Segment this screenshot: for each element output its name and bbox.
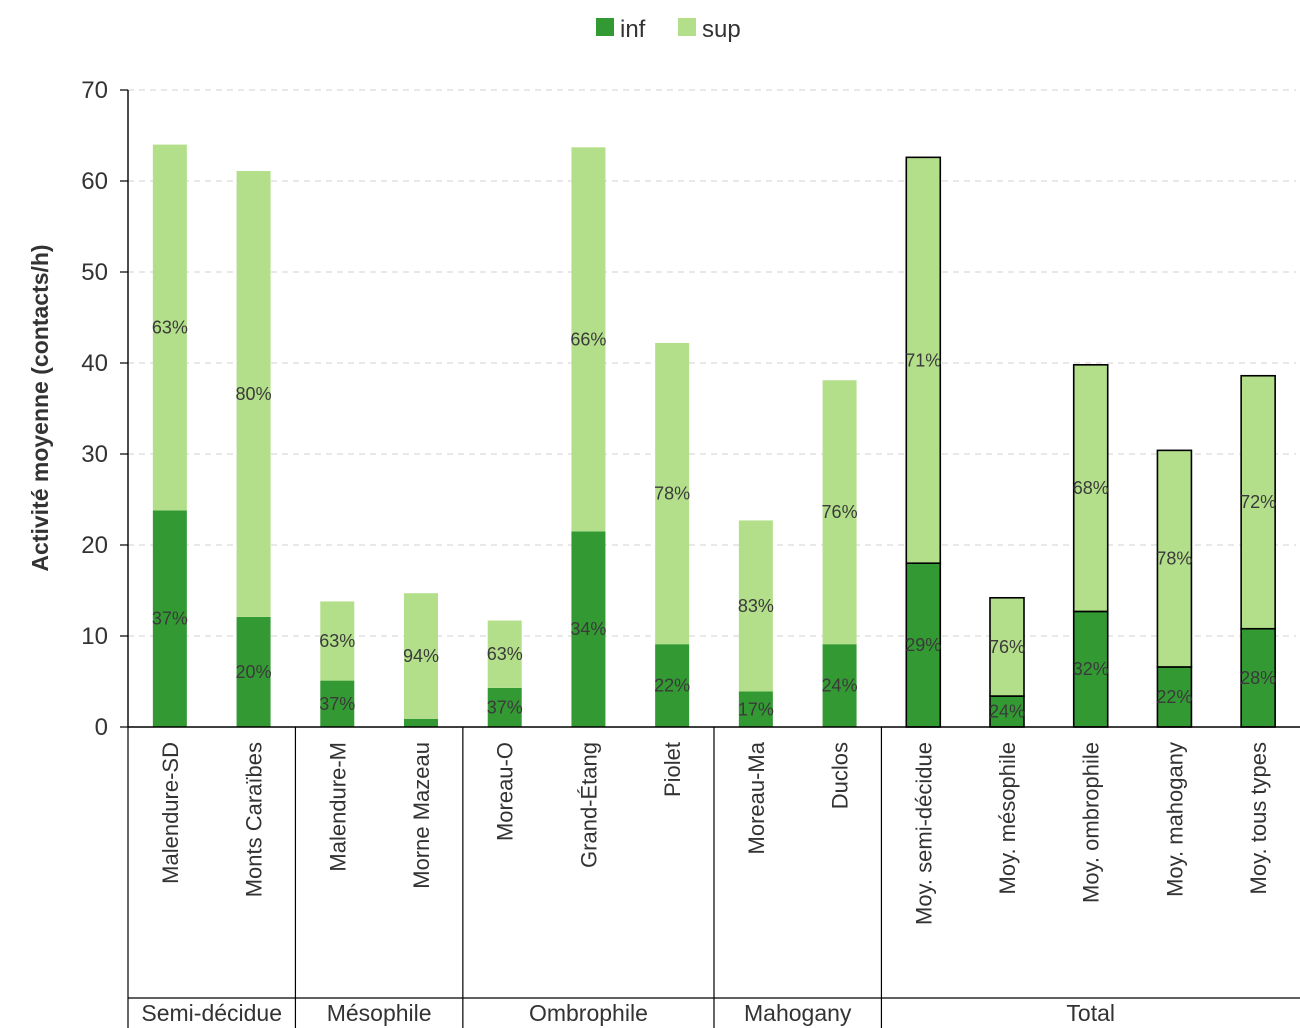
bar-sup-duclos [822, 380, 857, 645]
y-tick-label-30: 30 [81, 441, 108, 468]
group-label-ombrophile: Ombrophile [529, 1000, 648, 1026]
bar-inf-morne-mazeau [404, 718, 438, 727]
y-axis-label: Activité moyenne (contacts/h) [27, 244, 53, 571]
data-label-sup-moreau-o: 63% [487, 644, 523, 664]
bar-inf-malendure-sd [152, 510, 187, 727]
group-label-mesophile: Mésophile [327, 1000, 432, 1026]
data-label-sup-piolet: 78% [654, 484, 690, 504]
data-label-sup-malendure-m: 63% [319, 631, 355, 651]
x-tick-label-moy-ombrophile: Moy. ombrophile [1079, 742, 1104, 903]
bar-inf-malendure-m [320, 680, 355, 727]
legend: inf sup [596, 16, 741, 43]
x-tick-label-monts-caraibes: Monts Caraïbes [242, 742, 267, 897]
legend-label-sup: sup [702, 16, 741, 43]
data-label-inf-moreau-ma: 17% [738, 699, 774, 719]
legend-label-inf: inf [620, 16, 646, 43]
x-tick-label-piolet: Piolet [660, 742, 685, 797]
bar-sup-moy-ombrophile [1072, 364, 1109, 613]
data-label-sup-moy-mesophile: 76% [989, 637, 1025, 657]
y-tick-label-60: 60 [81, 168, 108, 195]
bar-inf-moreau-o [487, 687, 522, 727]
bar-sup-moy-semi-decidue [905, 156, 942, 564]
data-label-inf-malendure-sd: 37% [152, 609, 188, 629]
bar-sup-malendure-m [320, 601, 355, 681]
bar-sup-monts-caraibes [236, 170, 271, 617]
axis-layer: 0 10 20 30 40 50 60 70 Malendure-SD Monts Caraïbe… [81, 77, 1300, 1028]
bar-inf-duclos [822, 644, 857, 727]
bar-inf-grand-etang [571, 531, 606, 727]
x-tick-label-malendure-m: Malendure-M [325, 742, 350, 872]
x-tick-label-malendure-sd: Malendure-SD [158, 742, 183, 884]
x-tick-label-moy-mahogany: Moy. mahogany [1162, 742, 1187, 897]
legend-swatch-inf [596, 18, 614, 36]
bar-sup-moreau-ma [738, 520, 773, 692]
data-label-sup-malendure-sd: 63% [152, 318, 188, 338]
bar-sup-moy-tous-types [1240, 374, 1276, 630]
bar-sup-malendure-sd [152, 144, 187, 511]
x-tick-label-moy-tous-types: Moy. tous types [1246, 742, 1271, 894]
group-label-mahogany: Mahogany [744, 1000, 852, 1026]
x-tick-label-moy-semi-decidue: Moy. semi-décidue [911, 742, 936, 925]
data-label-sup-moy-ombrophile: 68% [1073, 478, 1109, 498]
bar-sup-moy-mesophile [989, 596, 1025, 697]
bar-inf-monts-caraibes [236, 616, 271, 727]
y-tick-label-20: 20 [81, 532, 108, 559]
data-label-inf-grand-etang: 34% [570, 619, 606, 639]
data-label-inf-monts-caraibes: 20% [236, 662, 272, 682]
legend-swatch-sup [678, 18, 696, 36]
y-tick-label-10: 10 [81, 623, 108, 650]
x-tick-label-duclos: Duclos [828, 742, 853, 809]
bars-layer [152, 144, 1276, 728]
bar-sup-piolet [655, 342, 690, 645]
data-label-sup-monts-caraibes: 80% [236, 384, 272, 404]
data-label-inf-duclos: 24% [822, 676, 858, 696]
bar-sup-morne-mazeau [404, 593, 438, 719]
data-label-inf-moy-ombrophile: 32% [1073, 659, 1109, 679]
x-tick-label-morne-mazeau: Morne Mazeau [409, 742, 434, 889]
y-tick-label-40: 40 [81, 350, 108, 377]
x-tick-label-moy-mesophile: Moy. mésophile [995, 742, 1020, 894]
data-label-sup-duclos: 76% [822, 502, 858, 522]
data-label-inf-malendure-m: 37% [319, 694, 355, 714]
group-label-semi-decidue: Semi-décidue [141, 1000, 282, 1026]
x-tick-label-grand-etang: Grand-Étang [576, 742, 601, 868]
y-tick-label-50: 50 [81, 259, 108, 286]
data-label-sup-moy-semi-decidue: 71% [905, 350, 941, 370]
bar-sup-grand-etang [571, 147, 606, 532]
y-tick-label-70: 70 [81, 77, 108, 104]
y-tick-label-0: 0 [95, 714, 108, 741]
data-label-inf-moy-mahogany: 22% [1156, 687, 1192, 707]
data-label-inf-moy-mesophile: 24% [989, 702, 1025, 722]
grid-layer [128, 89, 1296, 637]
data-label-inf-moreau-o: 37% [487, 697, 523, 717]
x-tick-label-moreau-ma: Moreau-Ma [744, 741, 769, 854]
data-label-inf-moy-semi-decidue: 29% [905, 635, 941, 655]
data-label-inf-piolet: 22% [654, 676, 690, 696]
data-label-sup-moreau-ma: 83% [738, 596, 774, 616]
group-label-total: Total [1066, 1000, 1115, 1026]
data-label-sup-moy-tous-types: 72% [1240, 492, 1276, 512]
data-labels-layer: 37% 63% 20% 80% 37% 63% 94% 37% 63% 34% 66% 22% 78% 1… [152, 318, 1276, 722]
data-label-sup-moy-mahogany: 78% [1156, 549, 1192, 569]
bar-inf-moreau-ma [738, 691, 773, 727]
bar-inf-piolet [655, 644, 690, 727]
data-label-sup-grand-etang: 66% [570, 329, 606, 349]
data-label-inf-moy-tous-types: 28% [1240, 668, 1276, 688]
data-label-sup-morne-mazeau: 94% [403, 646, 439, 666]
x-tick-label-moreau-o: Moreau-O [493, 742, 518, 841]
bar-sup-moreau-o [487, 620, 522, 688]
bar-sup-moy-mahogany [1156, 449, 1193, 668]
bar-inf-moy-mahogany [1156, 666, 1193, 728]
